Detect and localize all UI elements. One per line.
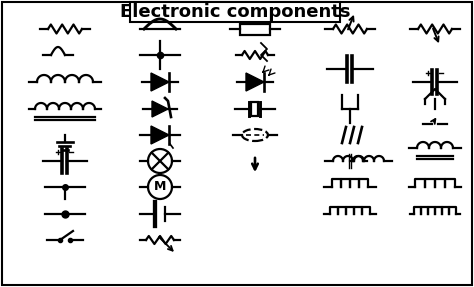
Text: Electronic components: Electronic components	[120, 3, 350, 21]
Bar	[130, 2, 340, 22]
Polygon shape	[152, 101, 168, 117]
Polygon shape	[151, 73, 169, 91]
Ellipse shape	[242, 129, 268, 141]
Polygon shape	[151, 126, 169, 144]
Bar	[252, 102, 258, 116]
Polygon shape	[246, 73, 264, 91]
Text: M: M	[154, 181, 166, 193]
Bar	[240, 24, 270, 34]
